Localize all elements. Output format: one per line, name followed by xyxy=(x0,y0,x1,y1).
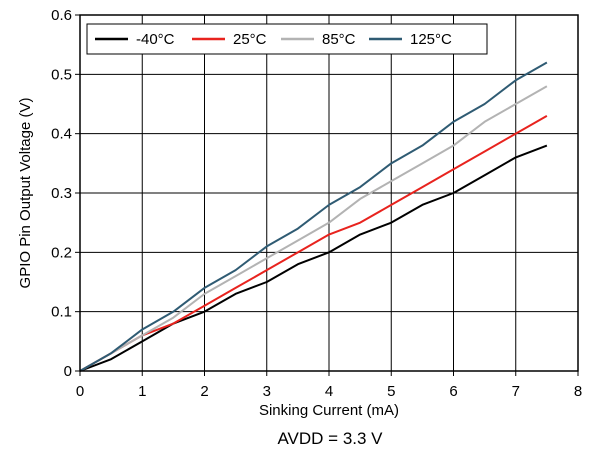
legend-label-2: 85°C xyxy=(322,31,356,48)
legend-box xyxy=(86,23,488,55)
x-tick-label: 8 xyxy=(574,383,582,400)
x-tick-label: 3 xyxy=(263,383,271,400)
x-tick-label: 2 xyxy=(200,383,208,400)
legend: -40°C 25°C 85°C 125°C xyxy=(86,23,488,55)
x-tick-label: 4 xyxy=(325,383,333,400)
y-tick-label: 0.3 xyxy=(51,185,72,202)
y-axis-title: GPIO Pin Output Voltage (V) xyxy=(17,98,34,289)
y-tick-label: 0 xyxy=(64,363,72,380)
legend-label-3: 125°C xyxy=(410,31,452,48)
x-tick-label: 1 xyxy=(138,383,146,400)
grid xyxy=(80,15,578,371)
y-tick-label: 0.4 xyxy=(51,126,72,143)
x-tick-label: 6 xyxy=(449,383,457,400)
x-axis-title: Sinking Current (mA) xyxy=(259,402,399,419)
series-line-2 xyxy=(79,85,548,372)
x-tick-label: 5 xyxy=(387,383,395,400)
axes: 0 1 2 3 4 5 6 7 8 0 0.1 0.2 0.3 0.4 0.5 0.6 xyxy=(51,7,582,400)
series-lines xyxy=(79,61,548,372)
legend-label-0: -40°C xyxy=(136,31,175,48)
series-line-1 xyxy=(79,115,548,372)
y-tick-label: 0.1 xyxy=(51,304,72,321)
legend-label-1: 25°C xyxy=(233,31,267,48)
x-tick-label: 7 xyxy=(512,383,520,400)
chart-caption: AVDD = 3.3 V xyxy=(277,429,383,448)
y-tick-label: 0.2 xyxy=(51,244,72,261)
x-tick-label: 0 xyxy=(76,383,84,400)
series-line-0 xyxy=(79,144,548,372)
y-tick-label: 0.5 xyxy=(51,66,72,83)
series-line-3 xyxy=(79,61,548,372)
y-tick-label: 0.6 xyxy=(51,7,72,24)
